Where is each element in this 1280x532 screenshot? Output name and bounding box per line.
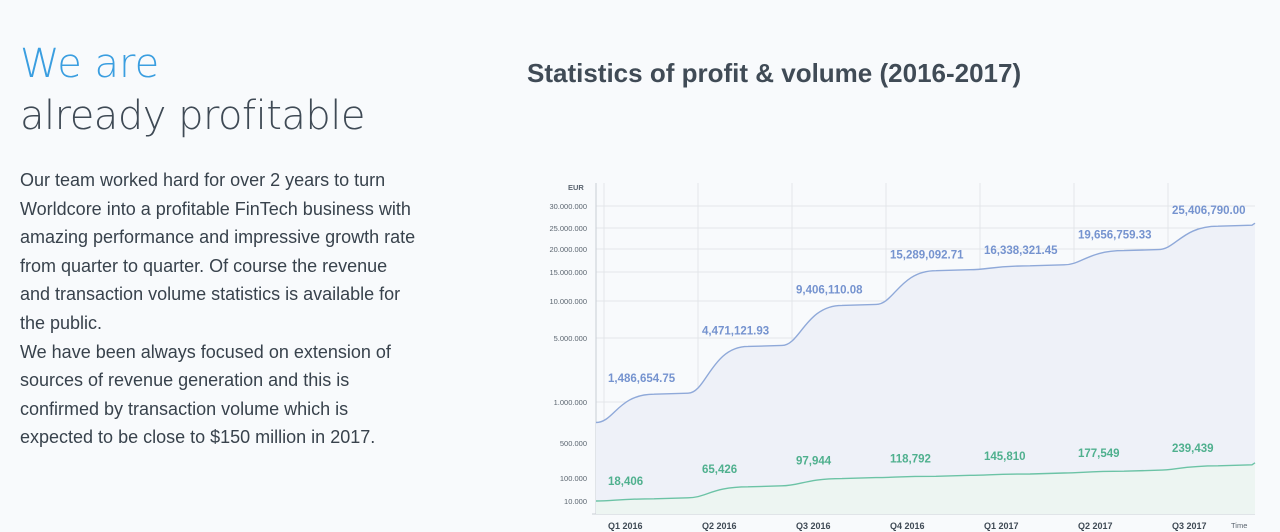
y-tick-label: 15.000.000: [549, 268, 587, 277]
chart-title: Statistics of profit & volume (2016-2017…: [527, 58, 1022, 88]
y-tick-label: 10.000.000: [549, 297, 587, 306]
data-label-upper: 15,289,092.71: [890, 250, 964, 262]
y-tick-label: 1.000.000: [554, 398, 587, 407]
x-axis-label: Time: [1231, 521, 1247, 530]
data-label-lower: 118,792: [890, 453, 931, 465]
y-tick-label: 20.000.000: [549, 245, 587, 254]
page-title: already profitable: [20, 93, 366, 139]
data-label-lower: 97,944: [796, 456, 832, 468]
series-line-upper: [595, 222, 1256, 424]
data-label-lower: 239,439: [1172, 443, 1214, 455]
data-label-upper: 19,656,759.33: [1078, 230, 1152, 242]
data-label-lower: 18,406: [608, 476, 643, 488]
y-tick-label: 10.000: [564, 497, 587, 506]
x-tick-label: Q3 2017: [1172, 521, 1207, 531]
y-tick-label: 500.000: [560, 439, 587, 448]
y-axis-label: EUR: [568, 183, 584, 192]
series-line-lower: [595, 462, 1256, 502]
x-tick-label: Q2 2017: [1078, 521, 1113, 531]
data-label-upper: 16,338,321.45: [984, 245, 1058, 257]
x-tick-label: Q2 2016: [702, 521, 737, 531]
y-tick-label: 25.000.000: [549, 224, 587, 233]
x-tick-label: Q1 2016: [608, 521, 643, 531]
data-label-lower: 65,426: [702, 464, 737, 476]
intro-paragraph-2: We have been always focused on extension…: [20, 341, 391, 448]
y-tick-label: 100.000: [560, 474, 587, 483]
data-label-upper: 9,406,110.08: [796, 284, 863, 296]
intro-paragraph-1: Our team worked hard for over 2 years to…: [20, 170, 416, 333]
data-label-upper: 1,486,654.75: [608, 373, 676, 385]
x-tick-label: Q3 2016: [796, 521, 831, 531]
data-label-lower: 145,810: [984, 451, 1026, 463]
data-label-lower: 177,549: [1078, 448, 1120, 460]
volume-area: [596, 462, 1255, 514]
profit-volume-chart: 30.000.000 25.000.000 20.000.000 15.000.000…: [549, 183, 1256, 531]
profit-area: [596, 223, 1255, 514]
y-tick-label: 30.000.000: [549, 202, 587, 211]
x-tick-label: Q1 2017: [984, 521, 1019, 531]
data-label-upper: 4,471,121.93: [702, 325, 769, 337]
heading-accent: We are: [20, 41, 160, 87]
y-tick-label: 5.000.000: [554, 334, 587, 343]
intro-text: Our team worked hard for over 2 years to…: [20, 166, 420, 452]
x-tick-label: Q4 2016: [890, 521, 925, 531]
data-label-upper: 25,406,790.00: [1172, 205, 1246, 217]
